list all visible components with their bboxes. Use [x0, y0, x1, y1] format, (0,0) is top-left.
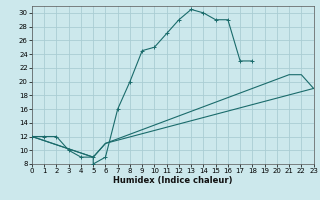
X-axis label: Humidex (Indice chaleur): Humidex (Indice chaleur)	[113, 176, 233, 185]
